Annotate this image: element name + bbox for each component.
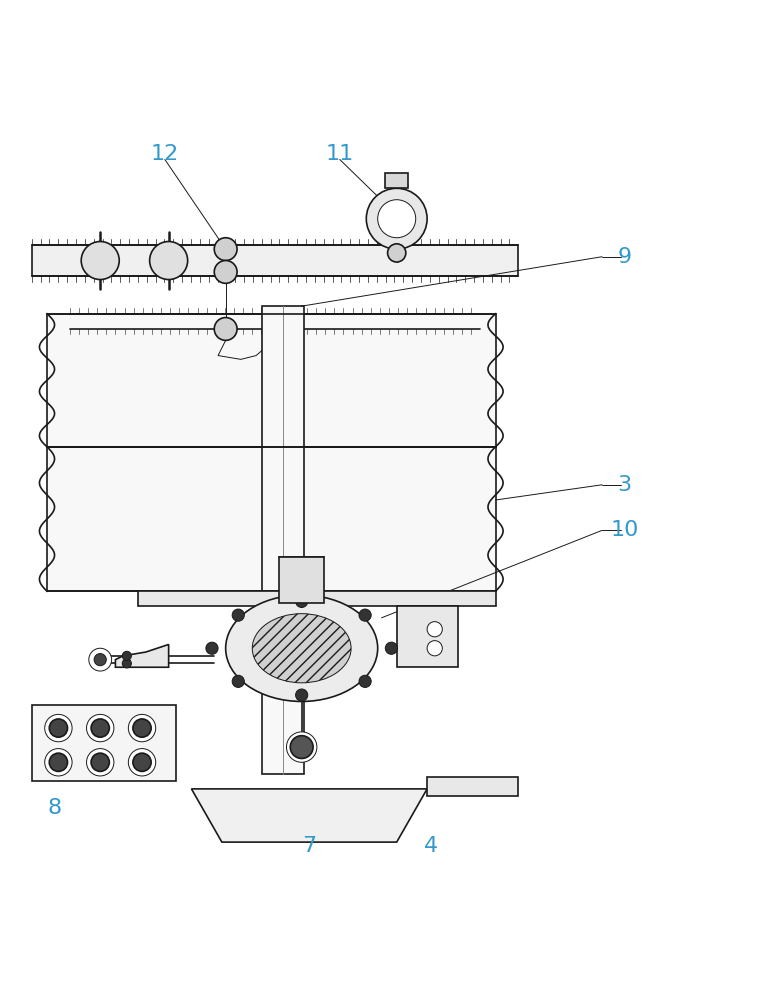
Bar — [138, 591, 495, 606]
Circle shape — [366, 188, 427, 249]
Circle shape — [128, 714, 156, 742]
Circle shape — [214, 318, 237, 340]
Circle shape — [214, 261, 237, 283]
Bar — [262, 306, 304, 774]
Circle shape — [214, 238, 237, 261]
Circle shape — [91, 753, 109, 771]
Circle shape — [427, 641, 443, 656]
Circle shape — [378, 200, 416, 238]
Circle shape — [295, 595, 307, 607]
Text: 8: 8 — [47, 798, 62, 818]
Bar — [47, 314, 495, 447]
Polygon shape — [115, 644, 169, 667]
Text: 3: 3 — [618, 475, 632, 495]
Circle shape — [232, 675, 244, 687]
Circle shape — [128, 749, 156, 776]
Circle shape — [427, 622, 443, 637]
Circle shape — [286, 732, 317, 762]
Circle shape — [359, 675, 371, 687]
Circle shape — [45, 714, 72, 742]
Circle shape — [388, 244, 406, 262]
Circle shape — [94, 654, 106, 666]
Circle shape — [91, 719, 109, 737]
Text: 10: 10 — [610, 520, 639, 540]
Bar — [32, 705, 176, 781]
Bar — [32, 245, 518, 276]
Circle shape — [50, 719, 68, 737]
Bar — [278, 557, 324, 603]
Circle shape — [50, 753, 68, 771]
Circle shape — [232, 609, 244, 621]
Bar — [385, 173, 408, 188]
Text: 7: 7 — [302, 836, 317, 856]
Circle shape — [133, 719, 151, 737]
Bar — [397, 606, 458, 667]
Text: 9: 9 — [618, 247, 632, 267]
Circle shape — [206, 642, 218, 654]
Circle shape — [86, 714, 114, 742]
Bar — [47, 447, 495, 591]
Circle shape — [133, 753, 151, 771]
Circle shape — [86, 749, 114, 776]
Polygon shape — [192, 789, 427, 842]
Ellipse shape — [253, 614, 351, 683]
Circle shape — [122, 659, 131, 668]
Circle shape — [290, 736, 313, 758]
Text: 4: 4 — [424, 836, 438, 856]
Circle shape — [295, 689, 307, 701]
Circle shape — [45, 749, 72, 776]
Circle shape — [385, 642, 398, 654]
Text: 11: 11 — [326, 144, 354, 164]
Circle shape — [81, 242, 119, 280]
Text: 12: 12 — [151, 144, 179, 164]
Ellipse shape — [226, 595, 378, 701]
Circle shape — [89, 648, 111, 671]
Circle shape — [359, 609, 371, 621]
Circle shape — [150, 242, 188, 280]
Circle shape — [122, 651, 131, 660]
Bar — [427, 777, 518, 796]
